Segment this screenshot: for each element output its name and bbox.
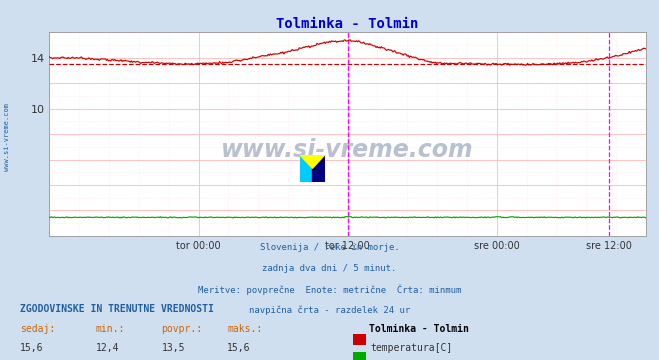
Text: www.si-vreme.com: www.si-vreme.com <box>3 103 10 171</box>
Text: Slovenija / reke in morje.: Slovenija / reke in morje. <box>260 243 399 252</box>
Text: Tolminka - Tolmin: Tolminka - Tolmin <box>369 324 469 334</box>
Text: 12,4: 12,4 <box>96 343 119 353</box>
Text: temperatura[C]: temperatura[C] <box>370 343 453 353</box>
Text: ZGODOVINSKE IN TRENUTNE VREDNOSTI: ZGODOVINSKE IN TRENUTNE VREDNOSTI <box>20 304 214 314</box>
Text: 15,6: 15,6 <box>227 343 251 353</box>
Text: navpična črta - razdelek 24 ur: navpična črta - razdelek 24 ur <box>249 306 410 315</box>
Polygon shape <box>300 155 325 168</box>
Text: zadnja dva dni / 5 minut.: zadnja dva dni / 5 minut. <box>262 264 397 273</box>
Text: www.si-vreme.com: www.si-vreme.com <box>221 138 474 162</box>
Text: sedaj:: sedaj: <box>20 324 55 334</box>
Text: 13,5: 13,5 <box>161 343 185 353</box>
Text: povpr.:: povpr.: <box>161 324 202 334</box>
Text: min.:: min.: <box>96 324 125 334</box>
Text: 15,6: 15,6 <box>20 343 43 353</box>
Title: Tolminka - Tolmin: Tolminka - Tolmin <box>276 17 419 31</box>
Bar <box>300 155 312 182</box>
Bar <box>312 155 325 182</box>
Text: maks.:: maks.: <box>227 324 262 334</box>
Text: Meritve: povprečne  Enote: metrične  Črta: minmum: Meritve: povprečne Enote: metrične Črta:… <box>198 285 461 295</box>
